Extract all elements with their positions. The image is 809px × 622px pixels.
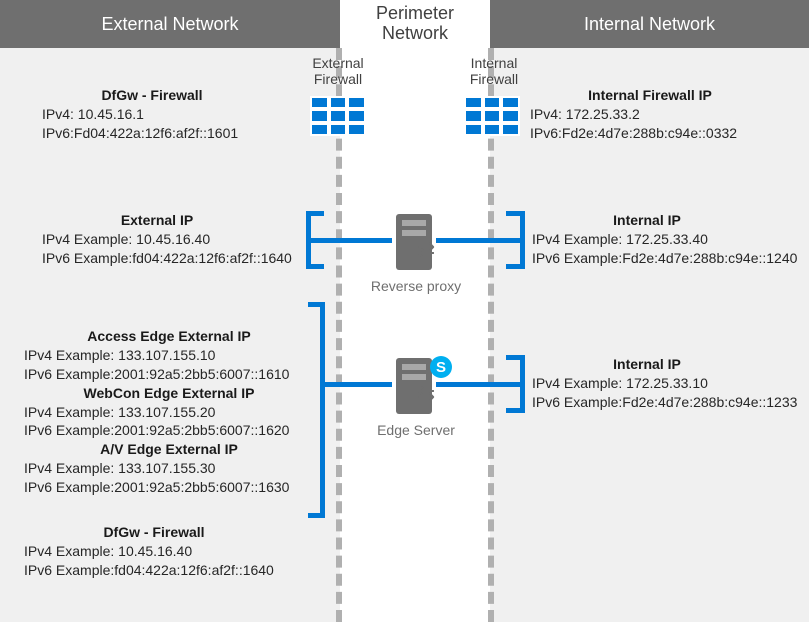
conn-rp-left-t1 <box>306 211 324 216</box>
reverse-proxy-label: Reverse proxy <box>356 278 476 294</box>
ext-ip-l1: IPv4 Example: 10.45.16.40 <box>42 230 292 249</box>
dfgw-bottom-title: DfGw - Firewall <box>24 523 284 542</box>
dfgw-bottom-l1: IPv4 Example: 10.45.16.40 <box>24 542 284 561</box>
header-perimeter-l2: Network <box>382 24 448 44</box>
webcon-title: WebCon Edge External IP <box>24 384 314 403</box>
int-fw-block: Internal Firewall IP IPv4: 172.25.33.2 I… <box>530 86 770 143</box>
rp-internal-l2: IPv6 Example:Fd2e:4d7e:288b:c94e::1240 <box>532 249 797 268</box>
conn-rp-right-t1 <box>506 211 524 216</box>
av-edge-l1: IPv4 Example: 133.107.155.30 <box>24 459 314 478</box>
dfgw-bottom-l2: IPv6 Example:fd04:422a:12f6:af2f::1640 <box>24 561 284 580</box>
access-edge-l2: IPv6 Example:2001:92a5:2bb5:6007::1610 <box>24 365 314 384</box>
dfgw-bottom-block: DfGw - Firewall IPv4 Example: 10.45.16.4… <box>24 523 284 580</box>
conn-rp-right-t2 <box>506 264 524 269</box>
rp-internal-l1: IPv4 Example: 172.25.33.40 <box>532 230 797 249</box>
rp-internal-title: Internal IP <box>532 211 762 230</box>
conn-rp-left-h <box>306 238 392 243</box>
conn-edge-right-t1 <box>506 355 524 360</box>
ext-ip-l2: IPv6 Example:fd04:422a:12f6:af2f::1640 <box>42 249 292 268</box>
rp-internal-block: Internal IP IPv4 Example: 172.25.33.40 I… <box>532 211 797 268</box>
reverse-proxy-icon: ⇄ <box>388 214 440 274</box>
dfgw-top-block: DfGw - Firewall IPv4: 10.45.16.1 IPv6:Fd… <box>42 86 262 143</box>
webcon-l1: IPv4 Example: 133.107.155.20 <box>24 403 314 422</box>
header-row: External Network Perimeter Network Inter… <box>0 0 809 48</box>
av-edge-l2: IPv6 Example:2001:92a5:2bb5:6007::1630 <box>24 478 314 497</box>
edge-internal-l1: IPv4 Example: 172.25.33.10 <box>532 374 797 393</box>
conn-edge-right-h <box>436 382 524 387</box>
external-firewall-icon <box>310 96 366 136</box>
edge-internal-block: Internal IP IPv4 Example: 172.25.33.10 I… <box>532 355 797 412</box>
av-edge-title: A/V Edge External IP <box>24 440 314 459</box>
access-edge-title: Access Edge External IP <box>24 327 314 346</box>
dfgw-top-l1: IPv4: 10.45.16.1 <box>42 105 262 124</box>
ext-firewall-label: External Firewall <box>298 55 378 87</box>
conn-rp-left-t2 <box>306 264 324 269</box>
dfgw-top-l2: IPv6:Fd04:422a:12f6:af2f::1601 <box>42 124 262 143</box>
edge-internal-l2: IPv6 Example:Fd2e:4d7e:288b:c94e::1233 <box>532 393 797 412</box>
conn-edge-left-v <box>320 302 325 518</box>
int-fw-l2: IPv6:Fd2e:4d7e:288b:c94e::0332 <box>530 124 770 143</box>
edge-internal-title: Internal IP <box>532 355 762 374</box>
conn-edge-left-t1 <box>308 302 325 307</box>
skype-icon: S <box>430 356 452 378</box>
int-fw-l1: IPv4: 172.25.33.2 <box>530 105 770 124</box>
int-fw-title: Internal Firewall IP <box>530 86 770 105</box>
header-external: External Network <box>0 0 340 48</box>
conn-edge-left-h <box>320 382 392 387</box>
ext-ip-title: External IP <box>42 211 272 230</box>
conn-edge-right-t2 <box>506 408 524 413</box>
conn-rp-right-h <box>436 238 524 243</box>
conn-edge-left-t2 <box>308 513 325 518</box>
dfgw-top-title: DfGw - Firewall <box>42 86 262 105</box>
header-internal: Internal Network <box>490 0 809 48</box>
ext-ip-block: External IP IPv4 Example: 10.45.16.40 IP… <box>42 211 292 268</box>
header-perimeter: Perimeter Network <box>340 0 490 48</box>
internal-firewall-icon <box>464 96 520 136</box>
edge-server-label: Edge Server <box>356 422 476 438</box>
webcon-l2: IPv6 Example:2001:92a5:2bb5:6007::1620 <box>24 421 314 440</box>
int-firewall-label: Internal Firewall <box>454 55 534 87</box>
access-edge-l1: IPv4 Example: 133.107.155.10 <box>24 346 314 365</box>
edge-ext-block: Access Edge External IP IPv4 Example: 13… <box>24 327 314 497</box>
header-perimeter-l1: Perimeter <box>376 4 454 24</box>
